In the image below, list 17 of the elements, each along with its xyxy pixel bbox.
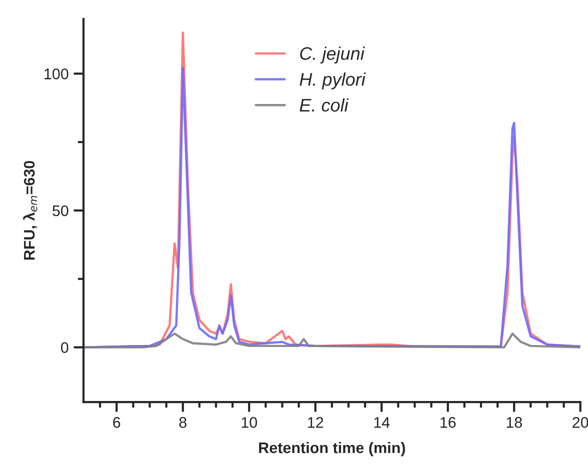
- y-tick-label: 0: [61, 342, 68, 354]
- line-series: [83, 332, 580, 348]
- x-tick-label: 16: [440, 417, 456, 428]
- x-tick-label: 6: [113, 417, 120, 428]
- legend-label: C. jejuni: [300, 46, 365, 64]
- legend-label: E. coli: [300, 98, 349, 112]
- x-tick-label: 14: [374, 417, 390, 428]
- legend-label: H. pylori: [300, 72, 366, 90]
- y-tick-label: 100: [44, 68, 68, 80]
- x-axis-title: Retention time (min): [259, 442, 406, 456]
- y-tick-label: 50: [52, 205, 68, 216]
- x-tick-label: 12: [308, 417, 324, 428]
- y-axis-title: RFU, λ$_{em}$=630: [23, 160, 38, 260]
- x-tick-label: 10: [242, 417, 258, 428]
- x-tick-label: 18: [506, 417, 522, 428]
- x-tick-label: 8: [179, 417, 186, 428]
- x-tick-label: 20: [572, 417, 588, 428]
